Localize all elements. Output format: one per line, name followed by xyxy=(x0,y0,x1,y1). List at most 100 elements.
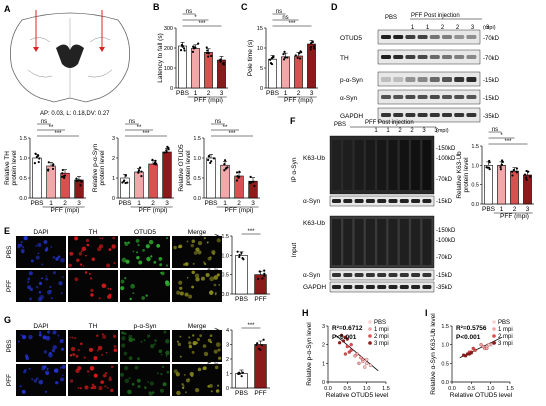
cell-signal xyxy=(130,283,136,289)
sig-label: ns xyxy=(186,9,192,15)
data-point xyxy=(61,172,64,175)
cell-signal xyxy=(191,285,194,289)
cell-signal xyxy=(59,366,62,369)
blot-band xyxy=(381,77,391,82)
blot-frame xyxy=(377,29,481,45)
data-point xyxy=(183,49,186,52)
legend-label: 2 mpi xyxy=(498,334,513,340)
cell-signal xyxy=(207,338,212,343)
cell-signal xyxy=(148,391,153,396)
cell-signal xyxy=(186,240,189,243)
blot-band xyxy=(429,35,440,39)
data-point xyxy=(501,160,504,164)
cell-signal xyxy=(160,271,165,276)
blot-frame xyxy=(377,89,481,105)
data-point xyxy=(527,170,530,173)
cell-signal xyxy=(100,380,104,384)
y-tick-label: 0.5 xyxy=(221,273,229,279)
cell-signal xyxy=(79,387,82,390)
cell-signal xyxy=(194,273,200,278)
data-point xyxy=(368,363,373,367)
blot-band xyxy=(377,285,387,289)
cell-signal xyxy=(124,378,130,384)
cell-signal xyxy=(55,381,59,385)
cell-signal xyxy=(207,256,212,261)
data-point xyxy=(525,178,528,181)
cell-signal xyxy=(47,289,52,295)
cell-signal xyxy=(158,257,163,261)
legend-marker xyxy=(368,334,372,338)
x-tick-label: 2 xyxy=(207,90,211,97)
data-point xyxy=(51,167,55,171)
cell-signal xyxy=(74,236,79,241)
cell-signal xyxy=(199,334,203,338)
cell-signal xyxy=(123,332,127,336)
blot-band xyxy=(399,273,409,277)
cell-signal xyxy=(179,355,182,358)
micrograph-row-label: PBS xyxy=(6,339,13,353)
cell-signal xyxy=(176,290,181,295)
x-axis-label: PFF (mpi) xyxy=(500,213,529,220)
data-point xyxy=(357,361,361,365)
cell-signal xyxy=(49,286,52,288)
data-point xyxy=(294,54,297,57)
cell-signal xyxy=(137,243,140,247)
data-point xyxy=(499,165,502,169)
blot-band xyxy=(381,55,391,59)
blot-band xyxy=(429,55,440,59)
cell-signal xyxy=(135,239,140,243)
cell-signal xyxy=(110,365,114,369)
data-point xyxy=(236,250,239,253)
cell-signal xyxy=(35,377,39,381)
sig-label: *** xyxy=(54,131,62,137)
cell-signal xyxy=(39,294,44,300)
cell-signal xyxy=(107,294,112,299)
blot-band xyxy=(417,113,428,117)
y-axis-label: protein level xyxy=(185,150,192,186)
x-tick-label: 3 xyxy=(251,200,255,207)
data-point xyxy=(237,175,241,179)
cell-signal xyxy=(195,277,200,282)
blot-band xyxy=(381,113,391,117)
cell-signal xyxy=(106,263,111,268)
blot-marker: -100kD xyxy=(436,238,456,244)
blot-band xyxy=(332,199,341,203)
blot-row-label: α-Syn xyxy=(340,95,358,102)
sig-label: *** xyxy=(247,229,255,235)
cell-signal xyxy=(50,297,53,299)
cell-signal xyxy=(31,378,34,381)
cell-signal xyxy=(191,270,195,275)
blot-band xyxy=(417,55,428,59)
x-tick-label: PBS xyxy=(235,390,249,397)
cell-signal xyxy=(154,339,157,342)
sig-label: * xyxy=(194,15,197,21)
cell-signal xyxy=(189,371,194,377)
cell-signal xyxy=(79,263,83,266)
cell-signal xyxy=(38,291,42,294)
blot-row-label: p-α-Syn xyxy=(340,77,363,84)
blot-band xyxy=(405,55,416,59)
cell-signal xyxy=(88,272,91,275)
cell-signal xyxy=(22,335,27,340)
cell-signal xyxy=(43,350,48,354)
data-point xyxy=(210,54,213,58)
input-syn-label: α-Syn xyxy=(303,272,321,279)
smear-lane xyxy=(399,140,409,190)
cell-signal xyxy=(109,287,112,291)
cell-signal xyxy=(69,379,74,383)
bar xyxy=(254,344,267,389)
blot-band xyxy=(429,95,440,99)
data-point xyxy=(363,365,367,369)
smear-lane xyxy=(399,219,409,265)
data-point xyxy=(63,176,66,180)
blot-band xyxy=(417,35,428,39)
cell-signal xyxy=(96,334,99,337)
cell-signal xyxy=(107,287,110,290)
data-point xyxy=(197,42,200,45)
cell-signal xyxy=(132,250,135,253)
cell-signal xyxy=(27,285,31,290)
y-axis-label: Relative TH xyxy=(4,151,11,185)
micrograph-col-label: DAPI xyxy=(33,323,48,330)
bar xyxy=(281,56,290,89)
